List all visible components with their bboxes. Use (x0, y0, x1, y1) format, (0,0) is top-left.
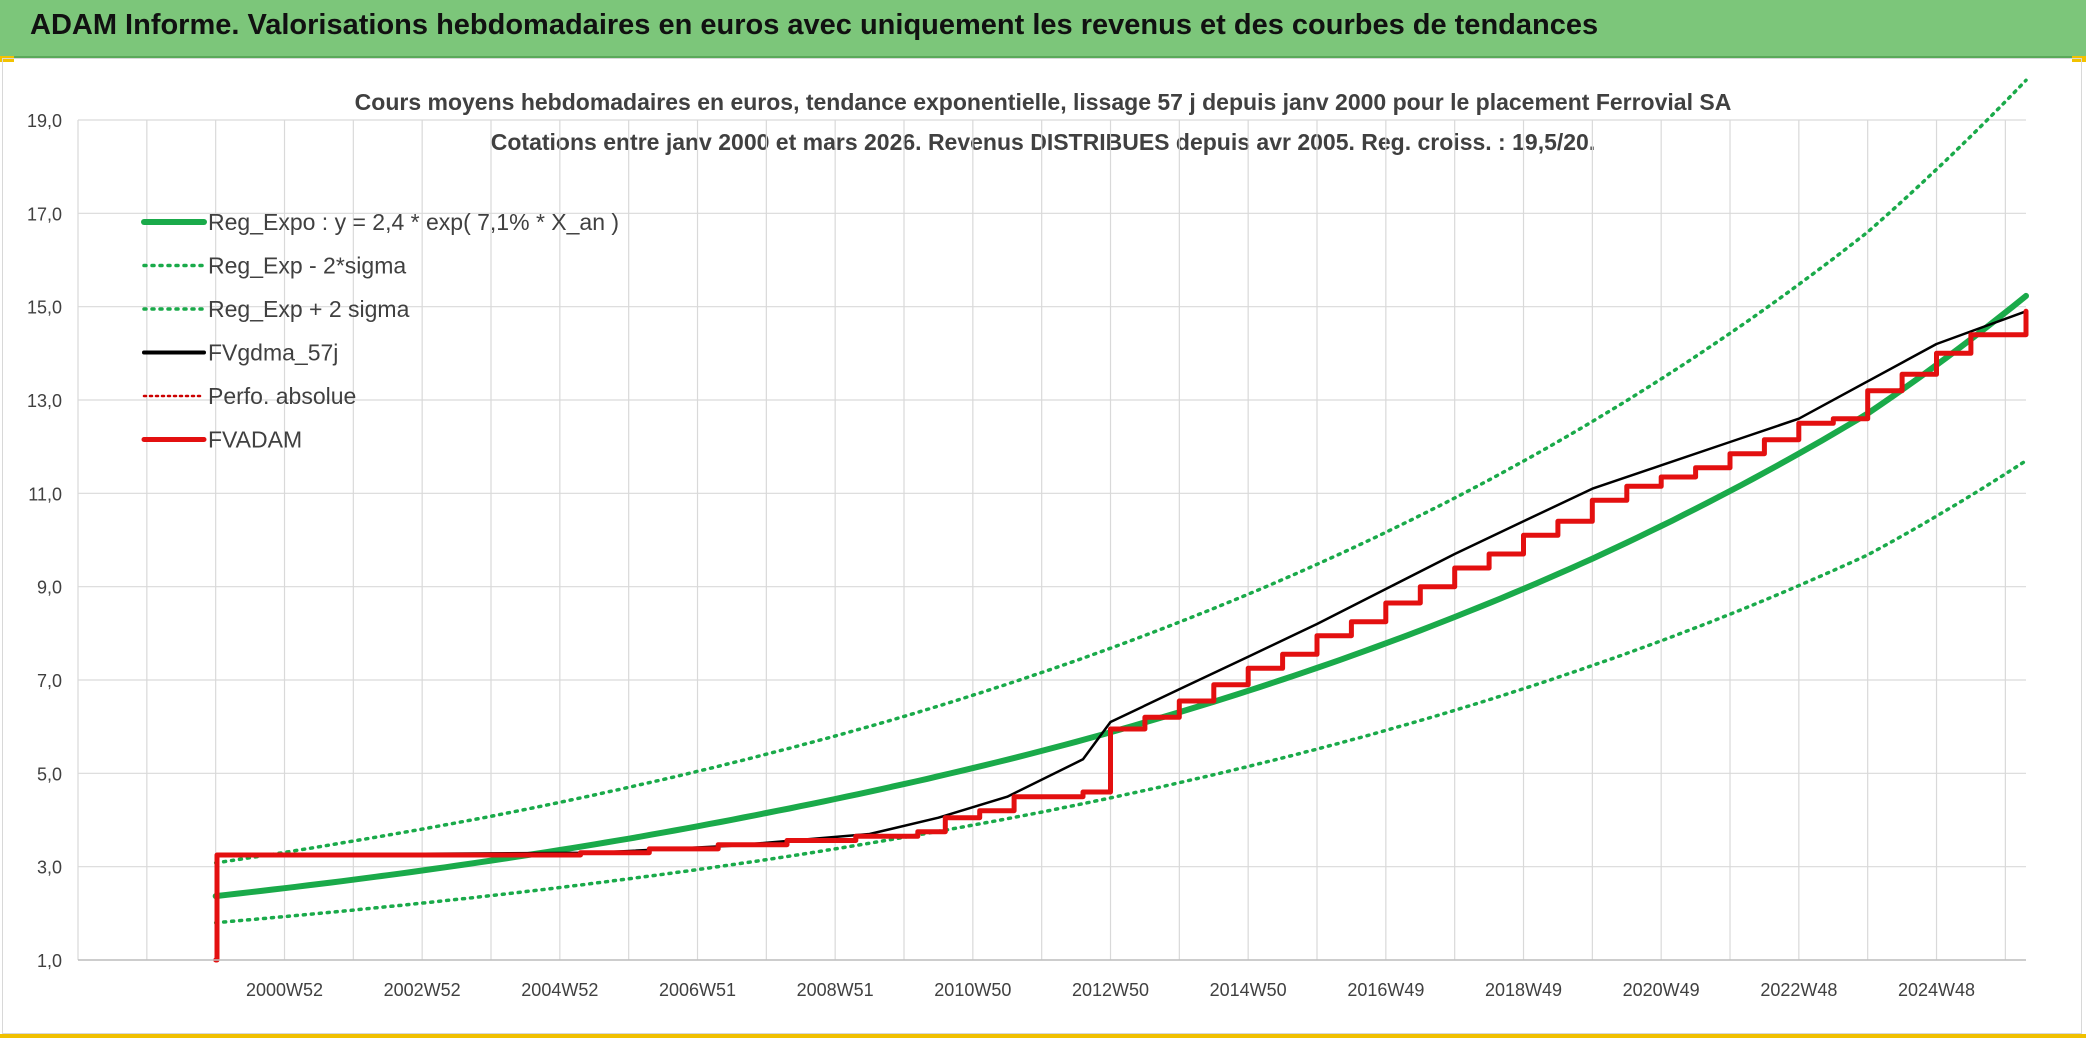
chart-title-line2: Cotations entre janv 2000 et mars 2026. … (491, 129, 1595, 155)
legend-label: Reg_Expo : y = 2,4 * exp( 7,1% * X_an ) (208, 209, 619, 235)
x-tick-label: 2014W50 (1210, 980, 1287, 1000)
series-line-4 (213, 308, 2029, 963)
chart-title-line1: Cours moyens hebdomadaires en euros, ten… (355, 89, 1732, 115)
x-tick-label: 2000W52 (246, 980, 323, 1000)
corner-mark-right (2072, 56, 2086, 62)
y-tick-label: 13,0 (27, 391, 62, 411)
y-tick-label: 17,0 (27, 204, 62, 224)
series-line-0 (212, 292, 2029, 900)
x-tick-label: 2016W49 (1347, 980, 1424, 1000)
x-tick-label: 2004W52 (521, 980, 598, 1000)
page-title: ADAM Informe. Valorisations hebdomadaire… (30, 9, 1599, 41)
legend: Reg_Expo : y = 2,4 * exp( 7,1% * X_an ) R… (141, 209, 619, 453)
legend-label: Perfo. absolue (208, 383, 356, 409)
y-tick-label: 7,0 (37, 671, 62, 691)
legend-label: Reg_Exp + 2 sigma (208, 296, 410, 322)
series-line-1 (213, 458, 2028, 925)
x-tick-label: 2020W49 (1623, 980, 1700, 1000)
y-tick-label: 3,0 (37, 858, 62, 878)
x-tick-label: 2024W48 (1898, 980, 1975, 1000)
series-line-2 (213, 78, 2028, 865)
corner-mark-left (0, 56, 14, 62)
x-tick-label: 2012W50 (1072, 980, 1149, 1000)
y-tick-label: 1,0 (37, 951, 62, 971)
header-banner: ADAM Informe. Valorisations hebdomadaire… (0, 0, 2086, 58)
y-tick-label: 11,0 (28, 484, 62, 504)
x-tick-label: 2010W50 (934, 980, 1011, 1000)
grid (77, 119, 2026, 961)
plot-area (212, 78, 2029, 963)
axes: 1,0 3,0 5,0 7,0 9,0 11,0 13,0 15,0 17,0 19,0 2000W… (27, 111, 2026, 1000)
y-tick-label: 9,0 (37, 578, 62, 598)
chart-frame (2, 58, 2082, 1034)
x-tick-label: 2006W51 (659, 980, 736, 1000)
x-tick-label: 2018W49 (1485, 980, 1562, 1000)
legend-label: FVgdma_57j (208, 340, 338, 366)
y-tick-label: 19,0 (27, 111, 62, 131)
y-tick-label: 15,0 (27, 298, 62, 318)
legend-label: Reg_Exp - 2*sigma (208, 253, 406, 279)
legend-label: FVADAM (208, 427, 302, 453)
y-tick-label: 5,0 (37, 764, 62, 784)
x-tick-label: 2008W51 (797, 980, 874, 1000)
x-tick-label: 2002W52 (384, 980, 461, 1000)
x-tick-label: 2022W48 (1760, 980, 1837, 1000)
bottom-rule (0, 1034, 2086, 1038)
